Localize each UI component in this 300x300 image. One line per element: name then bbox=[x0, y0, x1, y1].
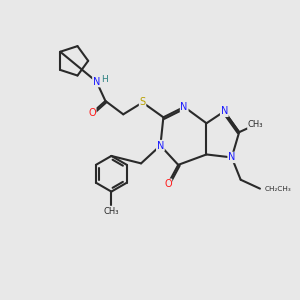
Text: N: N bbox=[181, 102, 188, 112]
Text: S: S bbox=[140, 98, 146, 107]
Text: O: O bbox=[88, 108, 96, 118]
Text: N: N bbox=[157, 140, 164, 151]
Text: N: N bbox=[228, 152, 236, 162]
Text: CH₂CH₃: CH₂CH₃ bbox=[264, 186, 291, 192]
Text: N: N bbox=[220, 106, 228, 116]
Text: O: O bbox=[164, 179, 172, 189]
Text: CH₃: CH₃ bbox=[248, 120, 263, 129]
Text: H: H bbox=[101, 75, 108, 84]
Text: N: N bbox=[93, 76, 100, 87]
Text: CH₃: CH₃ bbox=[103, 207, 119, 216]
